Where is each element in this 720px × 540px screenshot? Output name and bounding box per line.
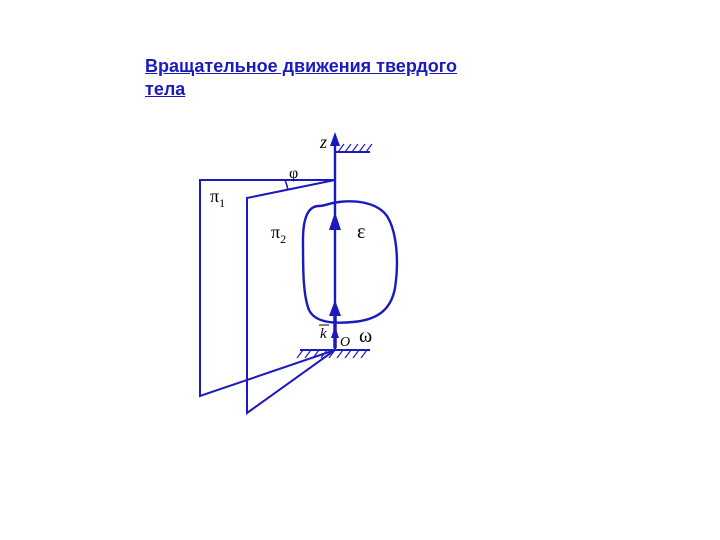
k-vector-arrowhead [329, 300, 341, 316]
z-label: z [319, 132, 327, 152]
plane-pi2 [247, 180, 335, 413]
pi1-label: π1 [210, 186, 225, 210]
omega-label: ω [359, 325, 372, 347]
phi-arc [285, 180, 288, 190]
epsilon-label: ε [357, 221, 365, 243]
rotation-diagram: z π1 π2 φ ε ω k O [175, 120, 475, 440]
pi2-label: π2 [271, 222, 286, 246]
title-text: Вращательное движения твердого тела [145, 56, 457, 99]
rigid-body-outline [303, 201, 397, 322]
k-label: k [320, 326, 327, 342]
page-title: Вращательное движения твердого тела [145, 55, 485, 100]
phi-label: φ [289, 165, 298, 182]
epsilon-arrowhead [329, 212, 341, 230]
omega-arrowhead [331, 326, 339, 338]
z-axis-arrowhead [330, 132, 340, 146]
top-bearing-hatch [338, 144, 372, 152]
origin-label: O [340, 335, 350, 350]
